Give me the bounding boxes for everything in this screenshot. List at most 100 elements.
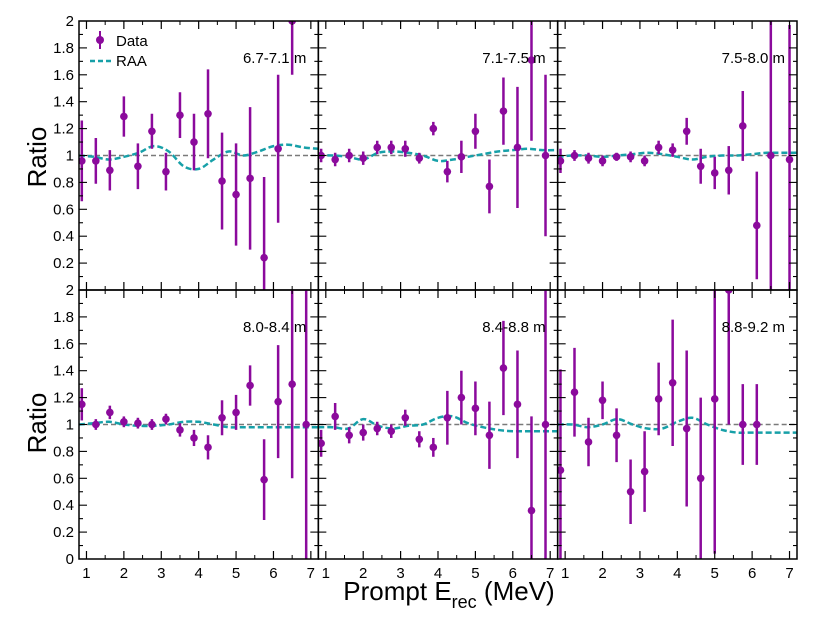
- data-point: [584, 438, 593, 446]
- y-tick-label: 1: [66, 148, 74, 165]
- data-point: [682, 127, 691, 136]
- data-point: [443, 413, 452, 422]
- panel-3: 7.5-8.0 m: [556, 20, 798, 291]
- data-point: [457, 153, 466, 161]
- x-tick-label: 1: [322, 565, 330, 582]
- data-point: [246, 174, 254, 183]
- raa-curve: [79, 143, 319, 171]
- data-point: [288, 380, 296, 388]
- x-axis-label-unit: (MeV): [477, 576, 555, 606]
- data-point: [359, 154, 368, 162]
- x-tick-label: 2: [598, 565, 606, 582]
- data-point: [541, 151, 550, 160]
- data-point: [527, 506, 536, 515]
- data-point: [443, 167, 452, 176]
- data-point: [471, 127, 480, 136]
- legend: Data RAA: [90, 31, 148, 70]
- panel-5: 8.4-8.8 m 1 2 3 4 5 6 7: [317, 289, 559, 582]
- data-series: [557, 21, 794, 290]
- data-point: [120, 112, 128, 121]
- data-point: [626, 153, 635, 161]
- y-tick-label: 2: [66, 13, 74, 30]
- data-point: [176, 111, 184, 119]
- x-axis-label-subscript: rec: [452, 592, 477, 612]
- data-point: [457, 393, 466, 402]
- data-point: [485, 182, 494, 191]
- y-tick-label: 0.2: [53, 255, 74, 272]
- x-axis-label: Prompt Erec (MeV): [343, 576, 554, 612]
- data-point: [668, 379, 677, 387]
- legend-data-marker: [96, 36, 104, 44]
- data-point: [204, 443, 212, 452]
- data-point: [429, 124, 438, 133]
- data-point: [752, 420, 761, 429]
- data-series: [79, 21, 296, 290]
- data-point: [120, 418, 128, 426]
- data-point: [598, 157, 607, 165]
- data-point: [401, 413, 410, 422]
- data-point: [696, 474, 705, 483]
- data-point: [738, 122, 747, 130]
- data-point: [162, 167, 170, 176]
- data-point: [274, 397, 282, 406]
- data-point: [106, 166, 114, 175]
- data-point: [331, 155, 339, 164]
- data-point: [570, 388, 579, 397]
- data-point: [738, 420, 747, 429]
- data-point: [190, 434, 198, 442]
- data-point: [331, 412, 339, 421]
- data-point: [640, 157, 649, 165]
- data-point: [274, 144, 282, 153]
- data-point: [598, 396, 607, 405]
- data-point: [79, 400, 86, 409]
- data-point: [710, 395, 719, 403]
- data-point: [570, 151, 579, 160]
- y-tick-label: 1.8: [53, 309, 74, 326]
- data-point: [527, 56, 536, 64]
- x-tick-label: 7: [785, 565, 793, 582]
- x-tick-label: 6: [509, 565, 517, 582]
- data-point: [387, 143, 396, 152]
- data-point: [260, 475, 268, 484]
- y-axis-label-bottom: Ratio: [22, 393, 52, 454]
- y-tick-label: 0.6: [53, 470, 74, 487]
- x-tick-label: 5: [471, 565, 479, 582]
- data-point: [682, 424, 691, 433]
- x-tick-label: 1: [82, 565, 90, 582]
- x-tick-label: 4: [673, 565, 681, 582]
- data-point: [134, 162, 142, 171]
- x-tick-label: 6: [748, 565, 756, 582]
- panel-title: 8.0-8.4 m: [243, 319, 306, 336]
- data-point: [499, 364, 508, 372]
- legend-data-label: Data: [116, 33, 148, 50]
- data-point: [640, 467, 649, 476]
- data-series: [318, 21, 550, 237]
- data-point: [499, 107, 508, 115]
- data-point: [148, 420, 156, 429]
- y-tick-label: 1.4: [53, 94, 74, 111]
- data-point: [513, 400, 522, 409]
- raa-curve: [557, 416, 797, 435]
- data-point: [541, 420, 550, 429]
- data-point: [785, 155, 794, 164]
- data-point: [513, 143, 522, 152]
- data-point: [471, 404, 480, 413]
- data-point: [359, 428, 368, 437]
- x-tick-label: 3: [157, 565, 165, 582]
- panel-title: 6.7-7.1 m: [243, 50, 306, 67]
- y-tick-label: 0.4: [53, 228, 74, 245]
- x-tick-label: 5: [232, 565, 240, 582]
- panel-title: 7.1-7.5 m: [482, 50, 545, 67]
- x-tick-label: 5: [711, 565, 719, 582]
- y-axis-label-top: Ratio: [22, 127, 52, 188]
- raa-curve: [318, 414, 558, 433]
- data-point: [710, 169, 719, 177]
- data-point: [387, 427, 396, 436]
- data-point: [148, 127, 156, 136]
- x-tick-label: 6: [269, 565, 277, 582]
- data-point: [92, 157, 100, 165]
- raa-curve: [557, 151, 797, 161]
- x-tick-label: 3: [396, 565, 404, 582]
- panel-title: 8.8-9.2 m: [722, 319, 785, 336]
